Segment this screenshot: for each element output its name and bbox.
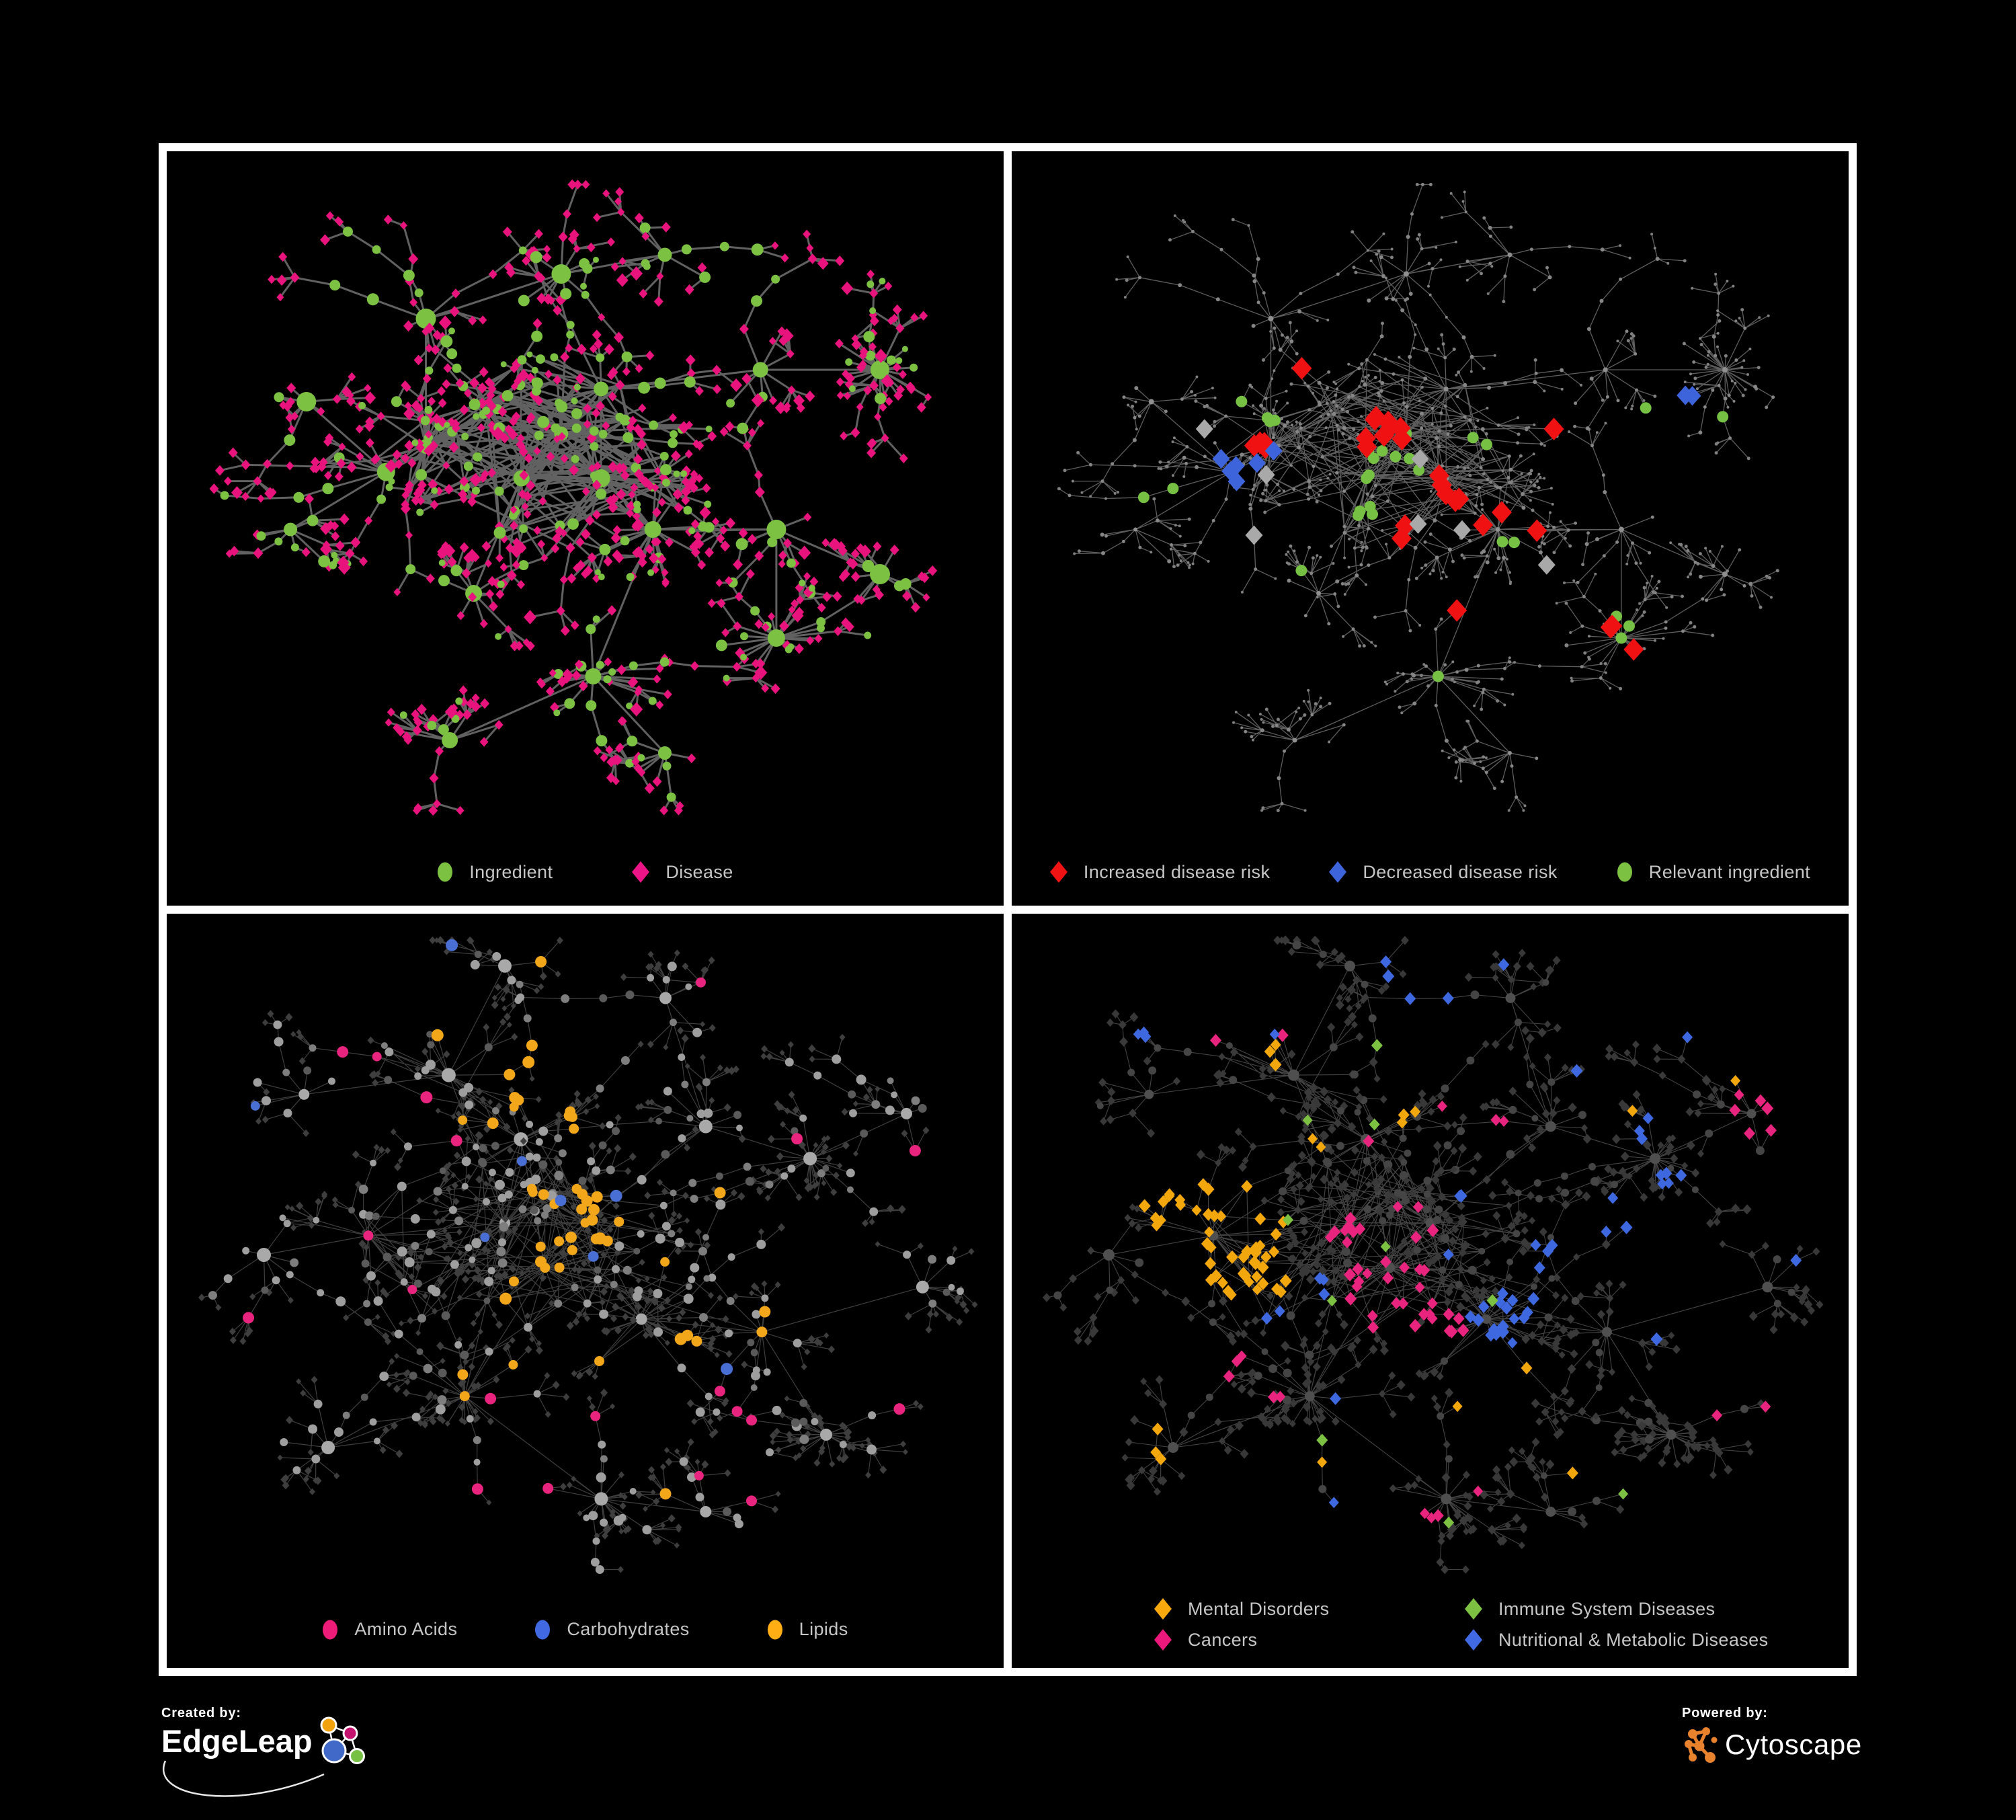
network-highlight-nodes-circle (588, 1251, 599, 1262)
network-edges (1046, 939, 1820, 1571)
network-graph-ingredient-disease (209, 179, 938, 816)
legend-nutrient-class: Amino Acids Carbohydrates Lipids (167, 1619, 1004, 1640)
network-edges (201, 939, 975, 1571)
network-highlight-nodes-diamond (1138, 1058, 1292, 1288)
footer: Created by: EdgeLeap Powered by: (0, 1676, 2016, 1820)
legend-label: Cancers (1188, 1629, 1258, 1650)
legend-item: Nutritional & Metabolic Diseases (1465, 1629, 1768, 1651)
network-nodes-circle (1148, 271, 1728, 577)
network-nodes-diamond (224, 180, 919, 816)
diamond-marker-icon (1154, 1629, 1172, 1651)
legend-item: Increased disease risk (1049, 861, 1271, 883)
network-nodes-diamond (245, 936, 967, 1545)
legend-item: Lipids (767, 1619, 848, 1640)
legend-label: Relevant ingredient (1648, 861, 1811, 882)
legend-disease-risk: Increased disease risk Decreased disease … (1012, 861, 1849, 883)
network-nodes-diamond (1059, 937, 1824, 1574)
network-nodes-circle (1100, 225, 1758, 781)
network-nodes-circle (871, 360, 889, 379)
network-highlight-nodes-diamond (1195, 419, 1556, 575)
created-by-label: Created by: (161, 1706, 241, 1720)
network-nodes-circle (767, 629, 785, 647)
circle-marker-icon (535, 1620, 551, 1639)
network-graph-disease-category (1043, 935, 1824, 1575)
legend-label: Mental Disorders (1188, 1598, 1330, 1619)
network-highlight-nodes-circle (420, 1091, 433, 1104)
network-nodes-circle (261, 959, 895, 1535)
network-highlight-nodes-circle (516, 1156, 527, 1166)
edgeleap-credit: Created by: EdgeLeap (161, 1706, 390, 1807)
network-highlight-nodes-diamond (1139, 955, 1802, 1405)
diamond-marker-icon (1154, 1598, 1172, 1620)
legend-item: Ingredient (437, 862, 553, 883)
diamond-marker-icon (1329, 861, 1347, 883)
cytoscape-credit: Powered by: (1682, 1706, 1863, 1766)
network-nodes-circle (659, 992, 832, 1441)
diamond-marker-icon (1465, 1598, 1482, 1620)
network-highlight-nodes-circle (446, 939, 733, 1376)
edgeleap-logo-text: EdgeLeap (161, 1723, 313, 1759)
diamond-marker-icon (1465, 1629, 1482, 1651)
legend-label: Lipids (799, 1619, 848, 1639)
cytoscape-logo-text: Cytoscape (1725, 1729, 1862, 1760)
panel-disease-category-network: Mental Disorders Immune System Diseases Ca… (1012, 914, 1849, 1668)
legend-label: Immune System Diseases (1498, 1598, 1716, 1619)
diamond-marker-icon (632, 861, 650, 883)
network-nodes-circle (1057, 183, 1779, 812)
legend-label: Ingredient (469, 861, 553, 882)
circle-marker-icon (1617, 862, 1632, 882)
network-nodes-circle (1072, 190, 1773, 812)
network-nodes-circle (220, 245, 780, 770)
legend-item: Disease (632, 861, 733, 883)
legend-item: Mental Disorders (1154, 1598, 1329, 1620)
legend-label: Amino Acids (354, 1619, 458, 1639)
network-nodes-circle (752, 362, 768, 378)
network-nodes-circle (1168, 960, 1773, 1505)
network-nodes-circle (257, 1068, 528, 1262)
circle-marker-icon (438, 862, 453, 882)
cytoscape-logo-icon (1685, 1727, 1718, 1763)
panel-disease-risk-network: Increased disease risk Decreased disease … (1012, 151, 1849, 906)
legend-item: Carbohydrates (534, 1619, 689, 1640)
network-edges (1059, 184, 1778, 812)
network-highlight-nodes-diamond (1382, 970, 1663, 1346)
panel-nutrient-class-network: Amino Acids Carbohydrates Lipids (167, 914, 1004, 1668)
network-nodes-circle (916, 1280, 929, 1294)
legend-label: Increased disease risk (1083, 861, 1271, 882)
network-nodes-circle (298, 1089, 510, 1228)
network-highlight-nodes-circle (555, 1195, 567, 1207)
legend-label: Decreased disease risk (1363, 861, 1558, 882)
diamond-marker-icon (1049, 861, 1067, 883)
legend-item: Immune System Diseases (1465, 1598, 1715, 1620)
network-nodes-circle (1133, 527, 1512, 755)
figure-frame: Ingredient Disease Increased disease risk… (159, 143, 1857, 1676)
network-graph-nutrient-class (198, 936, 978, 1574)
powered-by-label: Powered by: (1682, 1706, 1768, 1720)
legend-item: Cancers (1154, 1629, 1257, 1651)
legend-item: Relevant ingredient (1617, 862, 1810, 883)
legend-label: Disease (666, 861, 733, 882)
network-nodes-diamond (1090, 935, 1813, 1546)
network-graph-disease-risk (1057, 183, 1779, 812)
legend-ingredient-disease: Ingredient Disease (167, 861, 1004, 883)
legend-item: Amino Acids (322, 1619, 457, 1640)
circle-marker-icon (323, 1620, 338, 1639)
legend-disease-category: Mental Disorders Immune System Diseases Ca… (1154, 1598, 1768, 1651)
circle-marker-icon (767, 1620, 782, 1639)
network-highlight-nodes-diamond (1244, 357, 1644, 661)
legend-label: Carbohydrates (567, 1619, 690, 1639)
network-highlight-nodes-circle (487, 956, 771, 1500)
network-edges (213, 184, 933, 812)
legend-item: Decreased disease risk (1329, 861, 1557, 883)
legend-label: Nutritional & Metabolic Diseases (1498, 1629, 1769, 1650)
panel-ingredient-disease-network: Ingredient Disease (167, 151, 1004, 906)
edgeleap-logo-icon (320, 1716, 365, 1764)
